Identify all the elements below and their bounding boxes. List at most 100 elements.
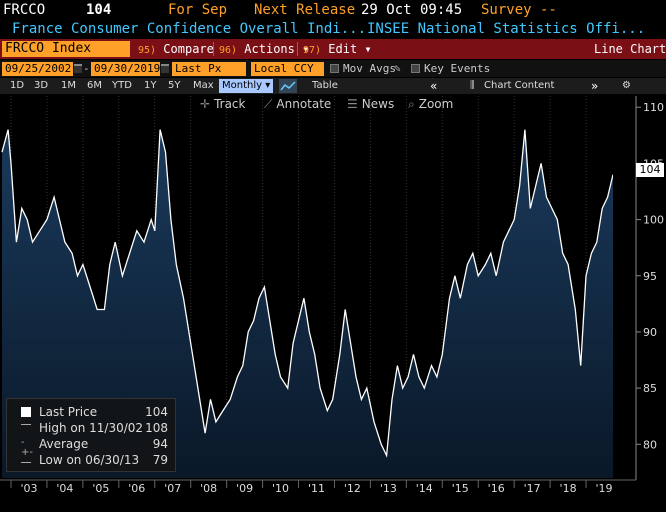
crosshair-icon: ✛ [200, 97, 211, 111]
start-date-field[interactable]: 09/25/2002 [2, 62, 73, 76]
security-description: France Consumer Confidence Overall Indi.… [0, 19, 666, 39]
compare-label: Compare [163, 42, 214, 56]
security-source: INSEE National Statistics Offi... [367, 21, 646, 37]
last-value: 104 [86, 2, 112, 18]
end-date-field[interactable]: 09/30/2019 [91, 62, 160, 76]
chart-type-button[interactable]: Line Chart [594, 42, 666, 56]
series-area [2, 129, 613, 478]
x-tick-label: '04 [56, 482, 73, 495]
y-tick-label: 100 [643, 214, 664, 227]
edit-number: 97) [303, 45, 322, 56]
divider [297, 42, 298, 56]
currency-select[interactable]: Local CCY [251, 62, 324, 76]
series-line [1, 129, 614, 458]
security-field[interactable]: FRCCO Index [2, 41, 130, 57]
x-tick-label: '11 [308, 482, 325, 495]
x-tick-label: '03 [20, 482, 37, 495]
compare-button[interactable]: 95) Compare [138, 41, 214, 57]
x-axis: '03 '04 '05 '06 '07 '08 '09 '10 '11 '12 '13 '14 '15 '… [10, 480, 613, 495]
low-marker-icon [21, 462, 31, 463]
actions-button[interactable]: 96) Actions ▾ [219, 41, 309, 57]
price-chart[interactable]: 80859095100105110 '03'04'05'06'07'08'09'… [0, 96, 666, 496]
period-5y[interactable]: 5Y [168, 80, 181, 91]
square-icon [21, 407, 31, 417]
annotate-tool[interactable]: ⟋ Annotate [264, 97, 332, 111]
edit-label: Edit ▾ [328, 42, 372, 56]
period-6m[interactable]: 6M [87, 80, 102, 91]
pencil-icon[interactable]: ✎ [394, 62, 401, 75]
legend[interactable]: Last Price 104 High on 11/30/02 108 -+- … [6, 398, 176, 472]
y-tick-label: 80 [643, 438, 657, 451]
high-marker-icon [21, 424, 31, 425]
legend-last-price: Last Price 104 [17, 404, 172, 420]
mov-avgs-checkbox[interactable] [330, 64, 339, 73]
security-header: FRCCO 104 For Sep Next Release 29 Oct 09… [0, 0, 666, 20]
compare-number: 95) [138, 45, 157, 56]
bars-icon: ⫼ [470, 80, 475, 91]
legend-low: Low on 06/30/13 79 [17, 452, 172, 468]
y-axis: 80859095100105110 [636, 101, 664, 451]
x-tick-label: '10 [272, 482, 289, 495]
range-bar: 09/25/2002 - 09/30/2019 Last Px Local CC… [0, 60, 666, 77]
period-ytd[interactable]: YTD [112, 80, 132, 91]
next-release-value: 29 Oct 09:45 [361, 2, 463, 18]
calendar-icon[interactable] [74, 64, 82, 73]
ticker: FRCCO [3, 2, 46, 18]
for-period: For Sep [168, 2, 228, 18]
chart-content-button[interactable]: Chart Content [484, 80, 555, 91]
actions-label: Actions ▾ [244, 42, 310, 56]
x-tick-label: '17 [524, 482, 541, 495]
survey-label: Survey -- [481, 2, 557, 18]
period-3d[interactable]: 3D [34, 80, 49, 91]
x-tick-label: '14 [416, 482, 433, 495]
pencil-icon: ⟋ [264, 97, 273, 111]
security-name: France Consumer Confidence Overall Indi.… [12, 21, 367, 37]
calendar-icon[interactable] [161, 64, 169, 73]
table-button[interactable]: Table [312, 80, 338, 91]
last-value-label: 104 [636, 163, 664, 177]
key-events-label: Key Events [424, 62, 491, 75]
next-release-label: Next Release [254, 2, 356, 18]
average-marker-icon: -+- [21, 437, 33, 458]
divider [213, 42, 214, 56]
y-tick-label: 85 [643, 382, 657, 395]
news-tool[interactable]: ☰ News [347, 97, 395, 111]
price-field-select[interactable]: Last Px [172, 62, 246, 76]
period-1y[interactable]: 1Y [144, 80, 157, 91]
right-margin [613, 96, 637, 478]
line-chart-icon[interactable] [279, 79, 297, 93]
key-events-checkbox[interactable] [411, 64, 420, 73]
y-tick-label: 95 [643, 270, 657, 283]
magnifier-icon: ⌕ [408, 97, 415, 111]
news-icon: ☰ [347, 97, 358, 111]
zoom-tool[interactable]: ⌕ Zoom [408, 97, 454, 111]
track-tool[interactable]: ✛ Track [200, 97, 246, 111]
period-bar: 1D 3D 1M 6M YTD 1Y 5Y Max Monthly ▾ Tabl… [0, 78, 666, 94]
collapse-left-icon[interactable]: « [430, 79, 438, 93]
x-tick-label: '07 [164, 482, 181, 495]
gear-icon[interactable]: ⚙ [622, 80, 631, 91]
y-tick-label: 110 [643, 101, 664, 114]
date-separator: - [83, 62, 90, 75]
mov-avgs-label: Mov Avgs [343, 62, 396, 75]
x-tick-label: '09 [236, 482, 253, 495]
x-tick-label: '16 [488, 482, 505, 495]
x-tick-label: '15 [452, 482, 469, 495]
edit-button[interactable]: 97) Edit ▾ [303, 41, 372, 57]
x-tick-label: '05 [92, 482, 109, 495]
x-tick-label: '08 [200, 482, 217, 495]
command-toolbar: FRCCO Index 95) Compare 96) Actions ▾ 97… [0, 39, 666, 59]
frequency-select[interactable]: Monthly ▾ [219, 79, 273, 93]
actions-number: 96) [219, 45, 238, 56]
legend-high: High on 11/30/02 108 [17, 420, 172, 436]
x-tick-label: '13 [380, 482, 397, 495]
chart-tools: ✛ Track ⟋ Annotate ☰ News ⌕ Zoom [0, 95, 666, 113]
period-max[interactable]: Max [193, 80, 214, 91]
x-tick-label: '12 [344, 482, 361, 495]
period-1d[interactable]: 1D [10, 80, 25, 91]
legend-average: -+- Average 94 [21, 437, 168, 458]
period-1m[interactable]: 1M [61, 80, 76, 91]
x-tick-label: '18 [560, 482, 577, 495]
x-tick-label: '06 [128, 482, 145, 495]
collapse-right-icon[interactable]: » [591, 79, 599, 93]
